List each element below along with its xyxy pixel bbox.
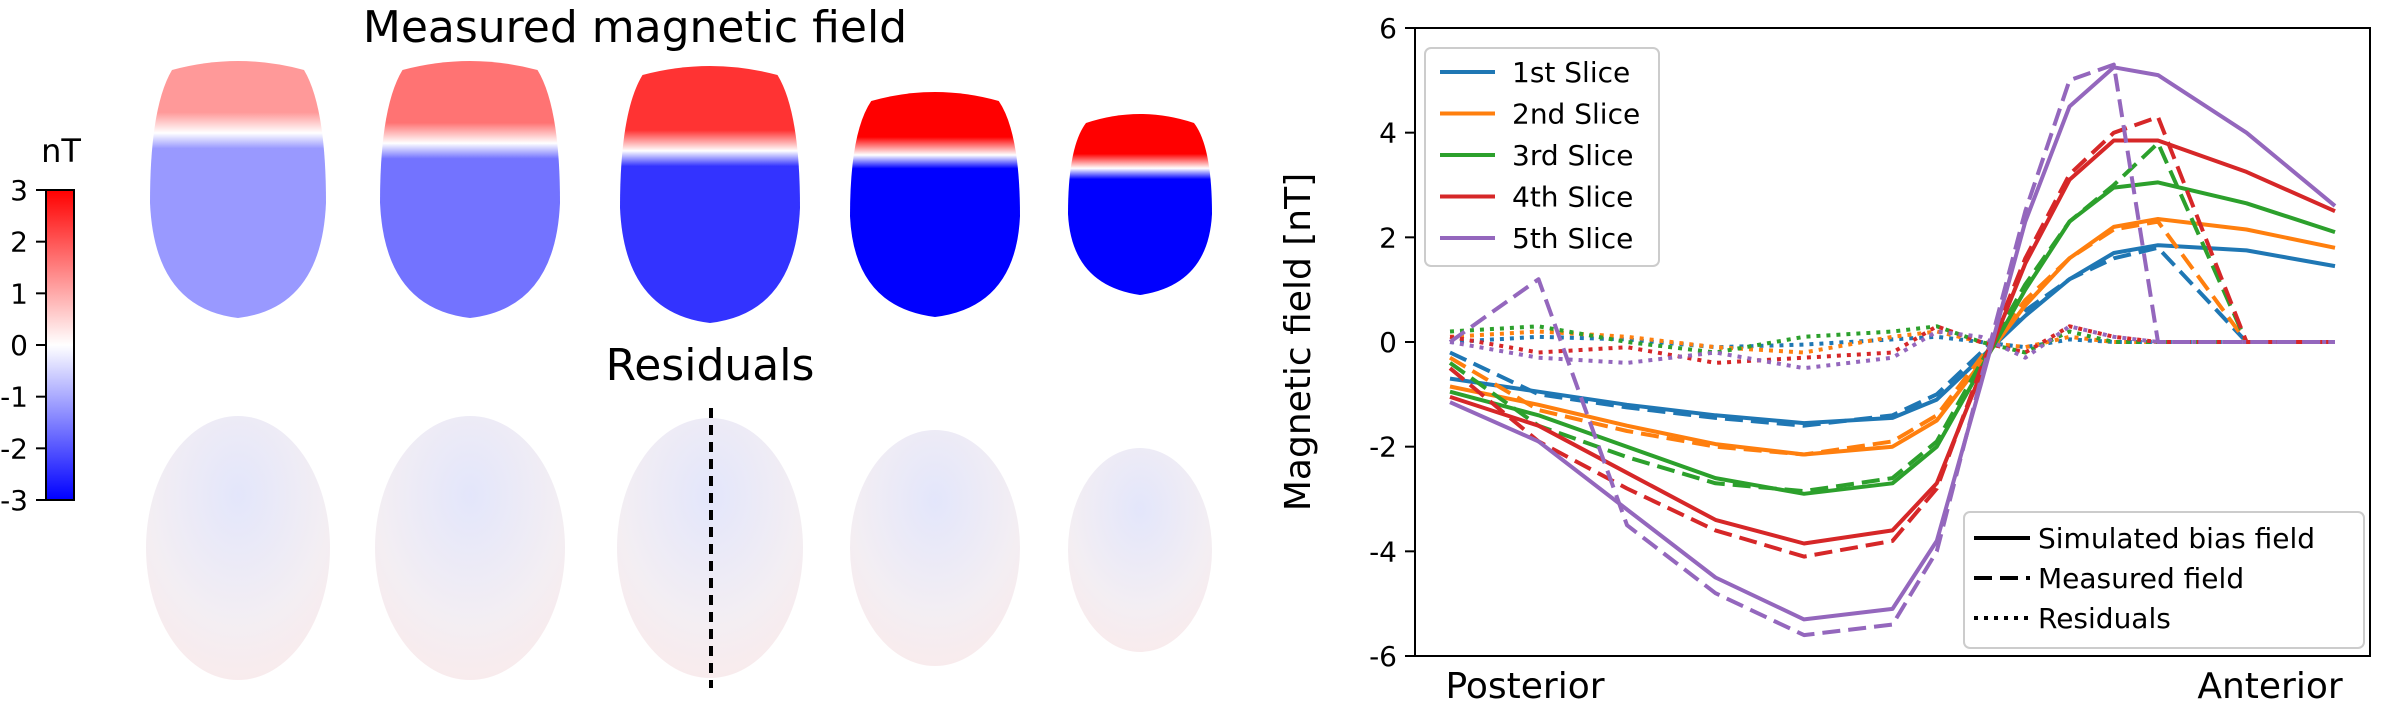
legend-slice-label: 5th Slice [1512,222,1633,255]
residual-slices [146,416,1212,680]
y-tick-label: -2 [1369,431,1397,464]
colorbar-ticks: 3 2 1 0 -1 -2 -3 [0,174,46,517]
legend-slice-label: 1st Slice [1512,56,1630,89]
legend-slice-label: 3rd Slice [1512,139,1633,172]
y-tick-label: 6 [1379,12,1397,45]
y-axis: -6 -4 -2 0 2 4 6 [1369,12,1415,673]
measured-slice [850,92,1020,317]
legend-slices: 1st Slice 2nd Slice 3rd Slice 4th Slice 5th … [1424,47,1660,267]
legend-style-label: Simulated bias field [2038,522,2315,555]
series-3-residuals [1449,324,2335,355]
series-2-residuals [1449,329,2335,355]
y-tick-label: 2 [1379,221,1397,254]
residual-slice [146,416,330,680]
x-tick-label-posterior: Posterior [1445,666,1604,704]
colorbar-tick-label: 3 [10,174,28,207]
measured-field-title: Measured magnetic field [363,2,907,53]
legend-slice-label: 4th Slice [1512,181,1633,214]
series-4-residuals [1449,324,2335,365]
residual-slice [1068,448,1212,652]
series-5-residuals [1449,324,2335,371]
colorbar-tick-label: -3 [0,484,28,517]
colorbar-tick-label: 0 [10,329,28,362]
measured-slice [380,61,560,318]
measured-slices [150,61,1212,323]
measured-slice [620,66,800,323]
series-2-measured [1448,219,2335,457]
legend-style-label: Measured field [2038,562,2244,595]
colorbar-tick-label: 2 [10,226,28,259]
y-tick-label: 0 [1379,326,1397,359]
residual-slice [850,430,1020,666]
x-tick-label-anterior: Anterior [2197,666,2343,704]
series-1-simulated [1449,243,2336,426]
colorbar [45,189,75,501]
measured-slice [1068,114,1212,295]
y-tick-label: -4 [1369,535,1397,568]
series-4-simulated [1449,138,2336,546]
colorbar-tick-label: 1 [10,277,28,310]
y-axis-label: Magnetic field [nT] [1278,173,1319,511]
series-2-simulated [1449,217,2336,457]
colorbar-tick-label: -1 [0,381,28,414]
series-3-measured [1448,141,2335,494]
y-tick-label: 4 [1379,117,1397,150]
series-lines [1448,62,2337,638]
residuals-title: Residuals [606,340,815,391]
series-3-simulated [1449,180,2336,496]
measured-slice [150,61,326,318]
legend-styles: Simulated bias field Measured field Residu… [1963,511,2365,649]
series-5-simulated [1449,65,2337,622]
legend-slice-label: 2nd Slice [1512,98,1640,131]
colorbar-unit: nT [41,132,81,170]
y-tick-label: -6 [1369,640,1397,673]
legend-style-label: Residuals [2038,602,2171,635]
residual-slice [375,416,565,680]
colorbar-tick-label: -2 [0,432,28,465]
series-1-measured [1449,245,2335,428]
x-axis: Posterior Anterior [1445,666,2342,704]
